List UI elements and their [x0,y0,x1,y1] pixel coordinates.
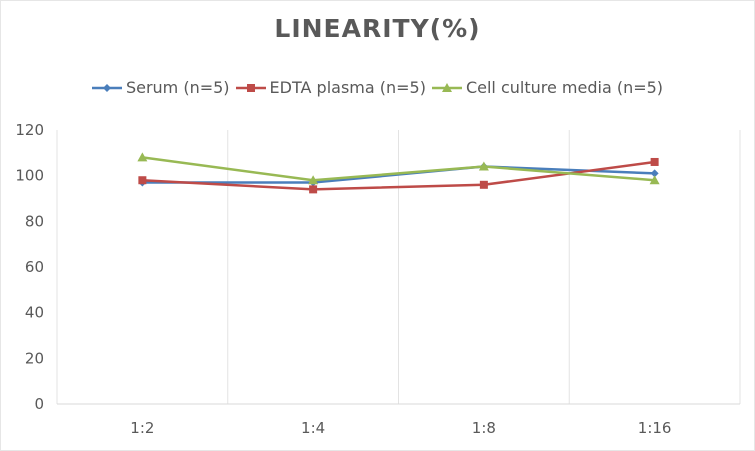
square-marker-icon [235,83,266,92]
data-point [479,180,488,189]
series-line [142,156,655,182]
x-tick-label: 1:8 [472,419,496,437]
legend-item-serum: Serum (n=5) [91,78,230,97]
series-2 [137,152,660,185]
data-point [137,152,148,162]
legend-label: Serum (n=5) [125,78,230,97]
x-tick-label: 1:4 [301,419,325,437]
chart-title: LINEARITY(%) [274,14,481,43]
y-tick-label: 60 [25,258,44,276]
data-point [650,169,659,178]
y-tick-label: 0 [34,395,44,413]
y-tick-label: 40 [25,304,44,322]
triangle-marker-icon [431,82,462,92]
data-point [309,185,318,194]
y-tick-label: 20 [25,349,44,367]
data-point [478,161,489,171]
legend-label: EDTA plasma (n=5) [269,78,426,97]
legend-item-edta-plasma: EDTA plasma (n=5) [235,78,426,97]
diamond-marker-icon [91,83,122,92]
x-tick-label: 1:2 [130,419,154,437]
y-tick-label: 100 [15,167,44,185]
legend-label: Cell culture media (n=5) [465,78,664,97]
y-tick-label: 120 [15,121,44,139]
data-point [308,175,319,185]
data-point [649,175,660,185]
legend-item-cell-culture-media: Cell culture media (n=5) [431,78,664,97]
data-point [138,176,147,185]
data-point [650,157,659,166]
legend: Serum (n=5) EDTA plasma (n=5) Cell cultu… [0,78,755,97]
x-tick-label: 1:16 [638,419,672,437]
y-tick-label: 80 [25,212,44,230]
